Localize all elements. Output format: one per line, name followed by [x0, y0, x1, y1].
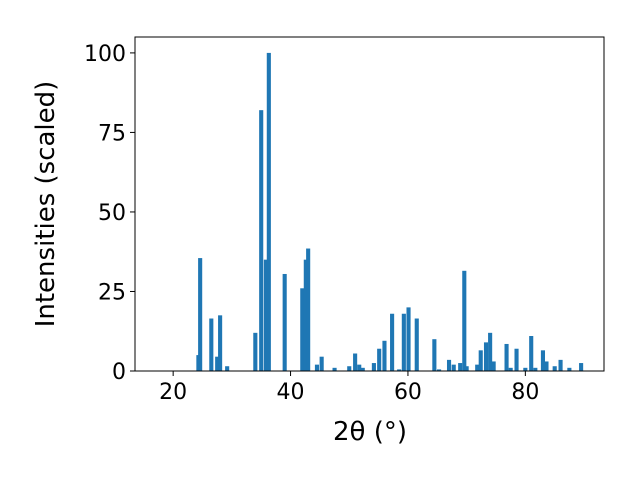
x-tick-label: 40 — [277, 380, 305, 405]
bar — [464, 366, 469, 371]
bar — [215, 356, 220, 371]
bar — [347, 366, 352, 371]
bar — [567, 367, 572, 371]
bar — [514, 348, 519, 371]
bar — [225, 366, 230, 371]
x-axis-label: 2θ (°) — [333, 417, 407, 447]
bar — [371, 363, 376, 371]
bar — [483, 342, 489, 371]
y-tick-label: 0 — [112, 360, 126, 385]
x-tick-label: 20 — [159, 380, 187, 405]
y-tick-label: 50 — [98, 201, 126, 226]
bar — [552, 366, 557, 371]
bar — [218, 315, 223, 371]
y-tick-label: 25 — [98, 280, 126, 305]
bar — [266, 52, 271, 372]
bar — [314, 364, 320, 371]
y-axis-label: Intensities (scaled) — [31, 81, 61, 328]
bar — [523, 367, 528, 371]
bar — [303, 259, 308, 371]
y-tick-label: 100 — [84, 42, 126, 67]
bar — [488, 332, 493, 371]
bar — [432, 339, 437, 371]
bar — [357, 364, 362, 371]
bar — [558, 359, 563, 371]
y-tick-label: 75 — [98, 121, 126, 146]
bar — [259, 110, 264, 372]
x-tick-label: 80 — [511, 380, 539, 405]
bar — [300, 288, 305, 371]
bar — [397, 369, 402, 371]
bar — [414, 318, 419, 371]
plot-frame — [134, 36, 605, 372]
bar — [579, 363, 584, 371]
bar — [533, 367, 538, 371]
bar — [462, 270, 467, 371]
bar — [353, 353, 358, 371]
bar — [458, 363, 463, 371]
bar — [390, 313, 395, 371]
bar — [446, 359, 452, 371]
bar — [198, 258, 203, 371]
bar — [209, 318, 214, 371]
bar — [451, 364, 456, 371]
bar — [306, 248, 311, 371]
x-tick-label: 60 — [394, 380, 422, 405]
bar — [406, 307, 411, 371]
bar — [332, 367, 337, 371]
bar — [401, 313, 406, 371]
bar — [282, 273, 287, 371]
bar — [360, 367, 365, 371]
bar — [319, 356, 324, 371]
bar — [529, 336, 534, 371]
bar — [382, 340, 387, 371]
bar — [508, 367, 513, 371]
bar — [263, 259, 268, 371]
bar — [491, 361, 496, 371]
bar — [540, 350, 546, 371]
bar — [437, 369, 442, 371]
bar — [504, 343, 509, 371]
bar — [475, 364, 480, 371]
bar — [253, 332, 258, 371]
bar — [544, 361, 549, 371]
bar — [478, 350, 483, 371]
bar — [377, 348, 382, 371]
